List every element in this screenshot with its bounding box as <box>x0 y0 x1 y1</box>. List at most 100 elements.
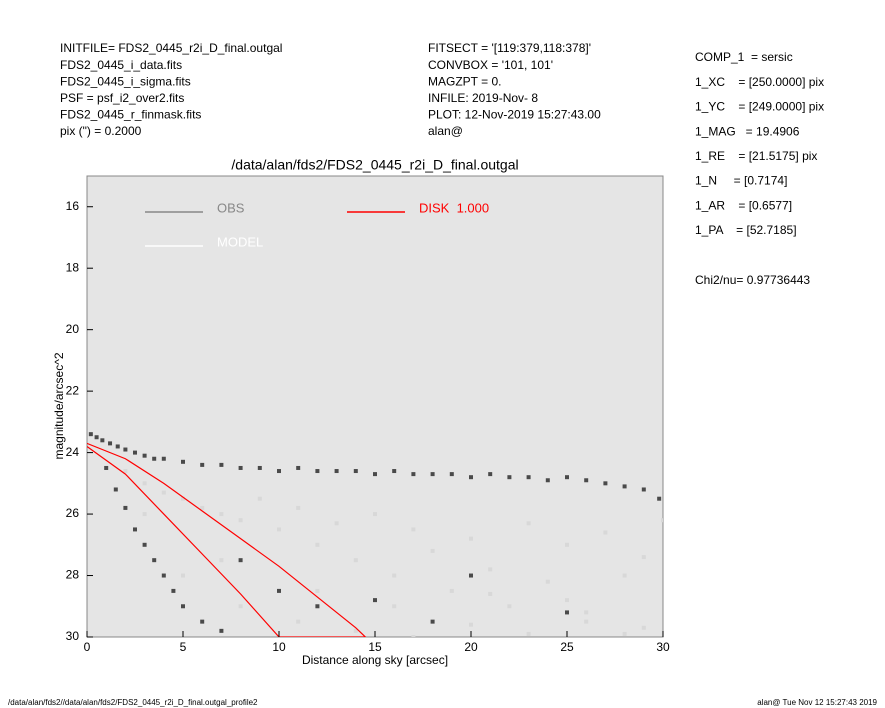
data-point <box>219 512 224 517</box>
data-point <box>507 475 512 480</box>
data-point <box>334 521 339 526</box>
data-point <box>353 469 358 474</box>
header-text: FDS2_0445_i_data.fits <box>60 58 182 72</box>
param-text: 1_XC = [250.0000] pix <box>695 75 824 89</box>
data-point <box>315 604 320 609</box>
data-point <box>526 521 531 526</box>
x-tick-label: 10 <box>272 640 286 654</box>
data-point <box>584 478 589 483</box>
data-point <box>315 542 320 547</box>
data-point <box>622 573 627 578</box>
data-point <box>238 518 243 523</box>
data-point <box>488 567 493 572</box>
data-point <box>142 481 147 486</box>
data-point <box>315 469 320 474</box>
data-point <box>488 591 493 596</box>
y-axis-label: magnitude/arcsec^2 <box>52 352 66 459</box>
data-point <box>565 542 569 547</box>
data-point <box>565 598 569 603</box>
y-tick-label: 16 <box>66 199 80 213</box>
data-point <box>353 628 358 633</box>
data-point <box>373 512 377 517</box>
header-text: FITSECT = '[119:379,118:378]' <box>428 41 591 55</box>
header-text: FDS2_0445_r_finmask.fits <box>60 108 201 122</box>
x-tick-label: 30 <box>656 640 670 654</box>
data-point <box>181 573 185 578</box>
x-tick-label: 5 <box>180 640 187 654</box>
data-point <box>526 475 531 480</box>
data-point <box>88 432 93 437</box>
data-point <box>296 465 301 470</box>
model-curve <box>87 442 367 637</box>
data-point <box>277 469 281 474</box>
data-point <box>430 619 435 624</box>
data-point <box>296 505 301 510</box>
data-point <box>526 631 531 636</box>
data-point <box>142 512 147 517</box>
data-point <box>219 558 224 563</box>
data-point <box>238 558 243 563</box>
data-point <box>133 527 137 532</box>
data-point <box>200 619 205 624</box>
data-point <box>565 475 569 480</box>
plot-marks <box>87 432 663 637</box>
data-point <box>181 604 185 609</box>
data-point <box>219 462 224 467</box>
y-tick-label: 24 <box>66 445 80 459</box>
header-text: INFILE: 2019-Nov- 8 <box>428 91 538 105</box>
data-point <box>545 478 550 483</box>
data-point <box>603 530 608 535</box>
data-point <box>392 469 397 474</box>
data-point <box>181 496 185 501</box>
data-point <box>565 610 569 615</box>
data-point <box>641 625 646 630</box>
data-point <box>603 481 608 486</box>
header-text: CONVBOX = '101, 101' <box>428 58 553 72</box>
data-point <box>104 465 109 470</box>
data-point <box>411 527 416 532</box>
data-point <box>94 435 99 440</box>
data-point <box>545 579 550 584</box>
data-point <box>373 598 377 603</box>
x-tick-label: 20 <box>464 640 478 654</box>
data-point <box>411 635 416 637</box>
param-text: 1_YC = [249.0000] pix <box>695 100 824 114</box>
data-point <box>142 453 147 458</box>
data-point <box>171 588 176 593</box>
data-point <box>622 631 627 636</box>
header-text: alan@ <box>428 124 463 138</box>
data-point <box>161 456 166 461</box>
data-point <box>411 472 416 477</box>
y-tick-label: 18 <box>66 260 80 274</box>
param-text: 1_N = [0.7174] <box>695 174 787 188</box>
header-text: PSF = psf_i2_over2.fits <box>60 91 184 105</box>
y-tick-label: 30 <box>66 629 80 643</box>
data-point <box>469 573 473 578</box>
header-text: FDS2_0445_i_sigma.fits <box>60 74 191 88</box>
data-point <box>115 444 120 449</box>
param-text: 1_PA = [52.7185] <box>695 223 797 237</box>
data-point <box>584 619 589 624</box>
data-point <box>161 490 166 495</box>
param-text: 1_AR = [0.6577] <box>695 198 792 212</box>
data-point <box>392 573 397 578</box>
plot-area <box>86 175 664 638</box>
data-point <box>373 472 377 477</box>
legend-label: MODEL <box>217 234 263 249</box>
y-tick-label: 26 <box>66 506 80 520</box>
data-point <box>123 505 128 510</box>
header-text: INITFILE= FDS2_0445_r2i_D_final.outgal <box>60 41 282 55</box>
footer-right: alan@ Tue Nov 12 15:27:43 2019 <box>757 698 877 707</box>
chi2: Chi2/nu= 0.97736443 <box>695 273 810 287</box>
param-text: COMP_1 = sersic <box>695 50 793 64</box>
data-point <box>661 518 663 523</box>
data-point <box>430 472 435 477</box>
legend-label: OBS <box>217 200 245 215</box>
data-point <box>449 588 454 593</box>
header-text: pix (") = 0.2000 <box>60 124 142 138</box>
x-axis-label: Distance along sky [arcsec] <box>302 653 448 667</box>
data-point <box>161 573 166 578</box>
x-tick-label: 0 <box>84 640 91 654</box>
